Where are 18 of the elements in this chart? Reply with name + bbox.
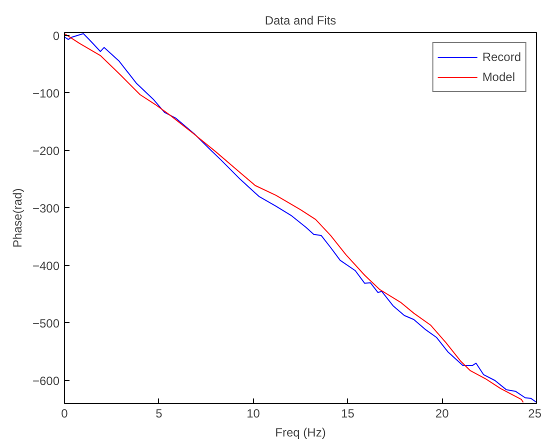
- legend-label: Record: [482, 50, 521, 64]
- y-axis-title: Phase(rad): [10, 188, 24, 248]
- chart-title: Data and Fits: [264, 14, 336, 28]
- x-tick-label: 5: [156, 406, 163, 420]
- y-tick-label: −500: [32, 316, 60, 330]
- x-axis-title: Freq (Hz): [275, 426, 326, 440]
- x-tick-label: 0: [61, 406, 68, 420]
- y-tick-label: −300: [32, 201, 60, 216]
- y-tick-label: −400: [32, 258, 60, 273]
- x-tick-label: 20: [435, 406, 450, 420]
- y-tick-label: −100: [32, 86, 60, 100]
- y-tick-label: −600: [32, 374, 60, 388]
- y-tick-label: −200: [32, 144, 60, 158]
- legend-label: Model: [482, 70, 515, 84]
- x-tick-label: 10: [246, 406, 260, 420]
- y-tick-label: 0: [52, 28, 60, 43]
- x-tick-label: 25: [528, 406, 541, 420]
- x-tick-label: 15: [341, 406, 355, 420]
